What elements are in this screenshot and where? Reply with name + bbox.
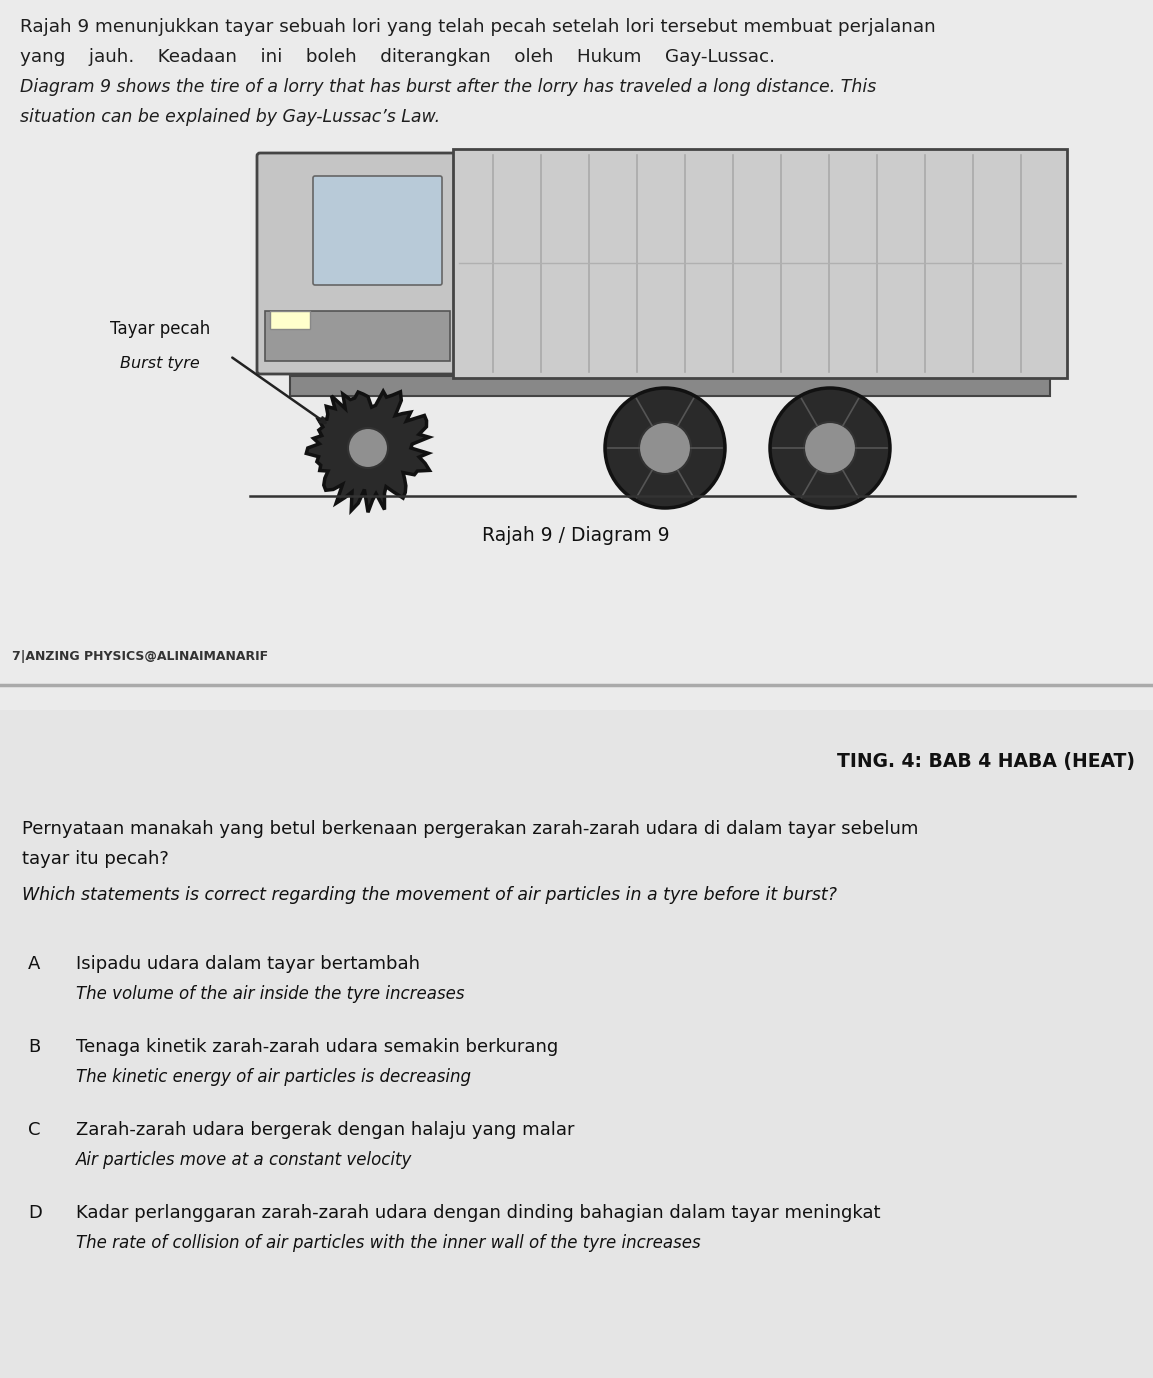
Text: Isipadu udara dalam tayar bertambah: Isipadu udara dalam tayar bertambah <box>76 955 420 973</box>
Text: The volume of the air inside the tyre increases: The volume of the air inside the tyre in… <box>76 985 465 1003</box>
Text: Diagram 9 shows the tire of a lorry that has burst after the lorry has traveled : Diagram 9 shows the tire of a lorry that… <box>20 79 876 96</box>
Text: Tayar pecah: Tayar pecah <box>110 320 210 338</box>
Text: Pernyataan manakah yang betul berkenaan pergerakan zarah-zarah udara di dalam ta: Pernyataan manakah yang betul berkenaan … <box>22 820 919 838</box>
Bar <box>270 311 310 329</box>
Text: The kinetic energy of air particles is decreasing: The kinetic energy of air particles is d… <box>76 1068 470 1086</box>
Text: Zarah-zarah udara bergerak dengan halaju yang malar: Zarah-zarah udara bergerak dengan halaju… <box>76 1120 574 1140</box>
Text: tayar itu pecah?: tayar itu pecah? <box>22 850 168 868</box>
Text: Kadar perlanggaran zarah-zarah udara dengan dinding bahagian dalam tayar meningk: Kadar perlanggaran zarah-zarah udara den… <box>76 1204 881 1222</box>
Text: yang    jauh.    Keadaan    ini    boleh    diterangkan    oleh    Hukum    Gay-: yang jauh. Keadaan ini boleh diterangkan… <box>20 48 775 66</box>
Bar <box>0 0 1153 710</box>
Text: Tenaga kinetik zarah-zarah udara semakin berkurang: Tenaga kinetik zarah-zarah udara semakin… <box>76 1038 558 1056</box>
FancyBboxPatch shape <box>257 153 464 373</box>
Polygon shape <box>307 391 430 513</box>
Text: Air particles move at a constant velocity: Air particles move at a constant velocit… <box>76 1151 413 1169</box>
Circle shape <box>348 429 389 469</box>
Text: D: D <box>28 1204 42 1222</box>
Text: B: B <box>28 1038 40 1056</box>
FancyBboxPatch shape <box>453 149 1067 378</box>
Text: The rate of collision of air particles with the inner wall of the tyre increases: The rate of collision of air particles w… <box>76 1235 701 1253</box>
Bar <box>265 311 450 361</box>
Text: C: C <box>28 1120 40 1140</box>
FancyBboxPatch shape <box>312 176 442 285</box>
Bar <box>0 710 1153 1378</box>
Circle shape <box>804 422 856 474</box>
Text: Burst tyre: Burst tyre <box>120 356 199 371</box>
Circle shape <box>639 422 691 474</box>
Text: TING. 4: BAB 4 HABA (HEAT): TING. 4: BAB 4 HABA (HEAT) <box>837 752 1135 772</box>
Text: Rajah 9 / Diagram 9: Rajah 9 / Diagram 9 <box>482 526 670 546</box>
Text: Rajah 9 menunjukkan tayar sebuah lori yang telah pecah setelah lori tersebut mem: Rajah 9 menunjukkan tayar sebuah lori ya… <box>20 18 936 36</box>
Text: 7|AN​ZING PHYSICS@ALINAIMANARIF: 7|AN​ZING PHYSICS@ALINAIMANARIF <box>12 650 269 663</box>
Bar <box>291 376 1050 395</box>
Text: A: A <box>28 955 40 973</box>
Text: Which statements is correct regarding the movement of air particles in a tyre be: Which statements is correct regarding th… <box>22 886 837 904</box>
Circle shape <box>605 389 725 508</box>
Circle shape <box>770 389 890 508</box>
Text: situation can be explained by Gay-Lussac’s Law.: situation can be explained by Gay-Lussac… <box>20 107 440 125</box>
